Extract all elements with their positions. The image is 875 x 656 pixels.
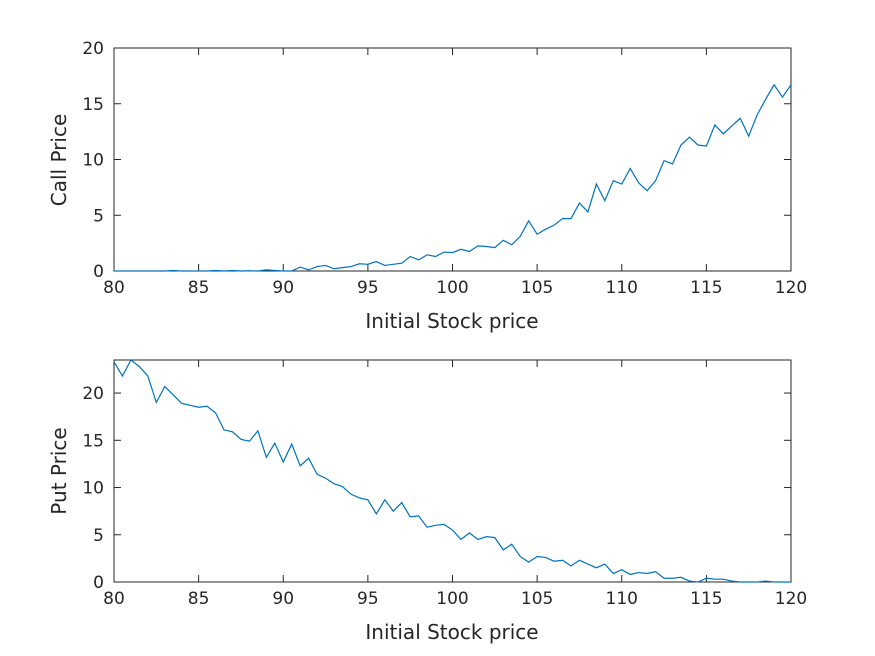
x-axis-label: Initial Stock price (365, 309, 538, 333)
tick-group (113, 360, 792, 583)
put-price-plot: 80 85 90 95 100 105 110 115 120 0 5 10 15 20 Initial … (47, 359, 807, 644)
y-tick-label: 5 (93, 526, 104, 546)
x-tick-label: 105 (521, 278, 553, 298)
x-tick-label: 90 (272, 589, 294, 609)
call-price-plot: 80 85 90 95 100 105 110 115 120 0 5 10 15 20 Initial … (47, 39, 807, 333)
y-tick-label: 15 (82, 95, 104, 115)
tick-label-group: 80 85 90 95 100 105 110 115 120 0 5 10 15 20 (82, 39, 807, 298)
x-tick-label: 115 (690, 589, 722, 609)
y-tick-label: 10 (82, 479, 104, 499)
y-axis-label: Call Price (47, 114, 71, 206)
tick-label-group: 80 85 90 95 100 105 110 115 120 0 5 10 15 20 (82, 384, 807, 609)
x-tick-label: 100 (436, 589, 468, 609)
x-tick-label: 110 (606, 589, 638, 609)
x-tick-label: 95 (357, 278, 379, 298)
y-tick-label: 20 (82, 384, 104, 404)
x-tick-label: 85 (188, 589, 210, 609)
x-tick-label: 115 (690, 278, 722, 298)
x-tick-label: 80 (103, 589, 125, 609)
x-tick-label: 95 (357, 589, 379, 609)
y-axis-label: Put Price (47, 427, 71, 514)
y-tick-label: 20 (82, 39, 104, 59)
y-tick-label: 15 (82, 431, 104, 451)
x-tick-label: 85 (188, 278, 210, 298)
x-tick-label: 80 (103, 278, 125, 298)
y-tick-label: 10 (82, 151, 104, 171)
x-tick-label: 100 (436, 278, 468, 298)
put-price-line (113, 359, 791, 583)
call-price-line (114, 83, 792, 272)
y-tick-label: 5 (93, 206, 104, 226)
x-tick-label: 120 (775, 278, 807, 298)
y-tick-label: 0 (93, 262, 104, 282)
x-tick-label: 105 (521, 589, 553, 609)
x-tick-label: 120 (775, 589, 807, 609)
y-tick-label: 0 (93, 573, 104, 593)
x-tick-label: 90 (272, 278, 294, 298)
x-tick-label: 110 (606, 278, 638, 298)
x-axis-label: Initial Stock price (365, 620, 538, 644)
